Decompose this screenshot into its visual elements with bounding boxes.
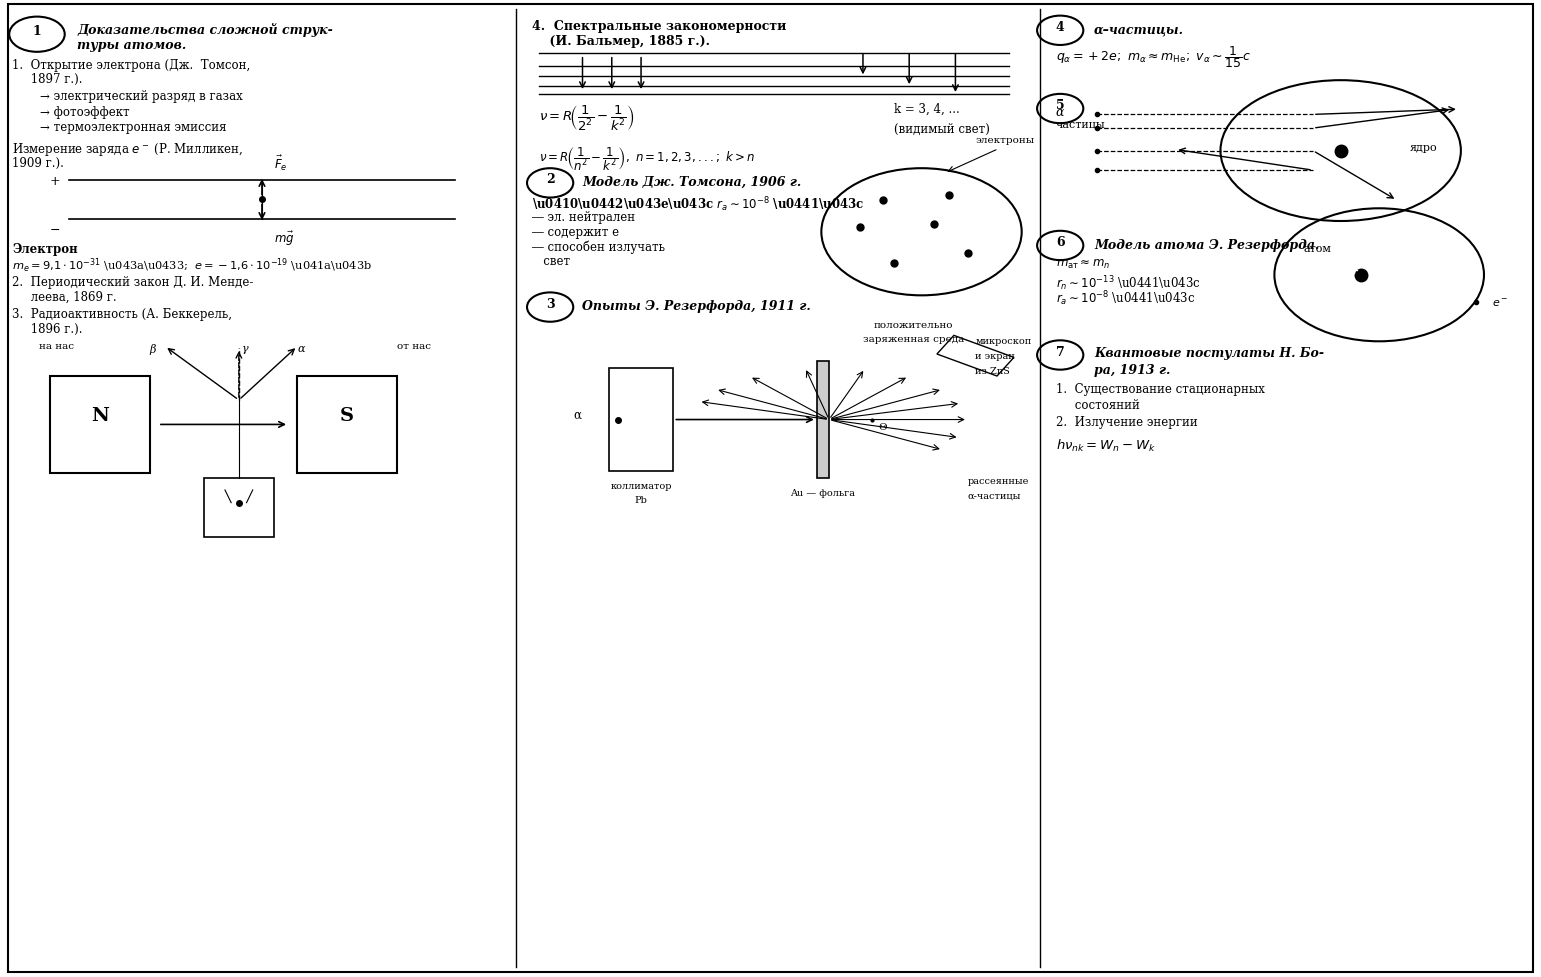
Text: 4: 4 <box>1056 21 1065 34</box>
Text: от нас: от нас <box>398 342 431 351</box>
Text: Au — фольга: Au — фольга <box>791 488 855 497</box>
Text: S: S <box>339 406 354 424</box>
Text: 1.  Открытие электрона (Дж.  Томсон,: 1. Открытие электрона (Дж. Томсон, <box>12 59 251 71</box>
Text: 1897 г.).: 1897 г.). <box>12 73 83 86</box>
Text: $m\vec{g}$: $m\vec{g}$ <box>274 230 294 247</box>
Text: частицы: частицы <box>1056 119 1105 129</box>
Text: из ZnS: из ZnS <box>975 366 1011 375</box>
Text: Измерение заряда $e^-$ (Р. Милликен,: Измерение заряда $e^-$ (Р. Милликен, <box>12 141 243 157</box>
Text: $m_e = 9{,}1\cdot10^{-31}$ \u043a\u0433;  $e = -1{,}6\cdot10^{-19}$ \u041a\u043b: $m_e = 9{,}1\cdot10^{-31}$ \u043a\u0433;… <box>12 257 373 276</box>
Text: β: β <box>149 344 156 355</box>
Text: 1.  Существование стационарных: 1. Существование стационарных <box>1056 383 1265 396</box>
Text: ― содержит e: ― содержит e <box>532 226 619 238</box>
Text: состояний: состояний <box>1056 399 1139 411</box>
Text: ядро: ядро <box>1410 143 1438 152</box>
Text: Pb: Pb <box>635 496 647 505</box>
Text: положительно: положительно <box>874 320 954 329</box>
Bar <box>49 376 149 474</box>
Text: Модель Дж. Томсона, 1906 г.: Модель Дж. Томсона, 1906 г. <box>582 176 801 189</box>
Text: $e^-$: $e^-$ <box>1492 297 1509 309</box>
Text: ра, 1913 г.: ра, 1913 г. <box>1094 363 1171 376</box>
Text: $\nu = R\!\left(\dfrac{1}{2^2} - \dfrac{1}{k^2}\right)$: $\nu = R\!\left(\dfrac{1}{2^2} - \dfrac{… <box>539 103 635 132</box>
Text: 2.  Излучение энергии: 2. Излучение энергии <box>1056 415 1197 428</box>
Text: ― эл. нейтрален: ― эл. нейтрален <box>532 211 635 224</box>
Text: $m_{\text{ат}} \approx m_n$: $m_{\text{ат}} \approx m_n$ <box>1056 258 1110 271</box>
Text: \u0410\u0442\u043e\u043c $r_a \sim 10^{-8}$ \u0441\u043c: \u0410\u0442\u043e\u043c $r_a \sim 10^{-… <box>532 195 865 214</box>
Text: 4.  Спектральные закономерности: 4. Спектральные закономерности <box>532 20 786 32</box>
Text: $r_a \sim 10^{-8}$ \u0441\u043c: $r_a \sim 10^{-8}$ \u0441\u043c <box>1056 289 1194 308</box>
Text: свет: свет <box>532 255 570 268</box>
Bar <box>817 361 829 479</box>
Text: $q_\alpha = +2e;\ m_\alpha \approx m_{\text{He}};\ v_\alpha \sim \dfrac{1}{15}c$: $q_\alpha = +2e;\ m_\alpha \approx m_{\t… <box>1056 44 1251 69</box>
Text: 1: 1 <box>32 24 42 38</box>
Text: туры атомов.: туры атомов. <box>77 39 186 52</box>
Text: $r_n \sim 10^{-13}$ \u0441\u043c: $r_n \sim 10^{-13}$ \u0441\u043c <box>1056 274 1200 292</box>
Text: Θ: Θ <box>878 423 888 432</box>
Text: +: + <box>1350 265 1359 276</box>
Text: −: − <box>49 224 60 236</box>
Text: леева, 1869 г.: леева, 1869 г. <box>12 290 117 303</box>
Text: 1896 г.).: 1896 г.). <box>12 322 83 335</box>
Text: $\vec{F}_e$: $\vec{F}_e$ <box>274 153 288 173</box>
Text: Квантовые постулаты Н. Бо-: Квантовые постулаты Н. Бо- <box>1094 347 1324 360</box>
Text: на нас: на нас <box>39 342 74 351</box>
Text: α: α <box>573 408 582 422</box>
Text: α: α <box>1056 106 1065 118</box>
Bar <box>937 336 1014 377</box>
Text: N: N <box>91 406 109 424</box>
Text: микроскоп: микроскоп <box>975 337 1032 346</box>
Text: 6: 6 <box>1056 235 1065 249</box>
Text: и экран: и экран <box>975 352 1016 361</box>
Text: 5: 5 <box>1056 99 1065 112</box>
Text: 2: 2 <box>546 173 555 187</box>
Text: рассеянные: рассеянные <box>968 477 1029 486</box>
Text: → термоэлектронная эмиссия: → термоэлектронная эмиссия <box>40 121 227 134</box>
Text: заряженная среда: заряженная среда <box>863 335 965 344</box>
Text: коллиматор: коллиматор <box>610 482 672 490</box>
Text: → фотоэффект: → фотоэффект <box>40 106 129 118</box>
Text: $h\nu_{nk} = W_n - W_k$: $h\nu_{nk} = W_n - W_k$ <box>1056 438 1156 453</box>
Text: 7: 7 <box>1056 345 1065 359</box>
Text: γ: γ <box>242 344 248 354</box>
Text: α–частицы.: α–частицы. <box>1094 23 1183 36</box>
Text: +: + <box>49 175 60 188</box>
Text: Модель атома Э. Резерфорда.: Модель атома Э. Резерфорда. <box>1094 238 1319 251</box>
Bar <box>609 369 673 472</box>
Bar <box>296 376 398 474</box>
Text: α-частицы: α-частицы <box>968 491 1022 500</box>
Text: атом: атом <box>1304 243 1331 253</box>
Text: электроны: электроны <box>975 136 1034 145</box>
Text: Электрон: Электрон <box>12 242 79 255</box>
Text: 3: 3 <box>546 297 555 311</box>
Text: ― способен излучать: ― способен излучать <box>532 240 664 254</box>
Bar <box>203 479 273 537</box>
Text: → электрический разряд в газах: → электрический разряд в газах <box>40 90 243 103</box>
Text: α: α <box>297 344 305 354</box>
Text: (И. Бальмер, 1885 г.).: (И. Бальмер, 1885 г.). <box>532 35 710 48</box>
Text: Доказательства сложной струк-: Доказательства сложной струк- <box>77 23 333 37</box>
Text: 1909 г.).: 1909 г.). <box>12 156 65 169</box>
Text: (видимый свет): (видимый свет) <box>894 123 989 136</box>
Text: $\nu = R\!\left(\dfrac{1}{n^2} - \dfrac{1}{k^2}\right),\ n = 1, 2, 3, ...;\ k > : $\nu = R\!\left(\dfrac{1}{n^2} - \dfrac{… <box>539 145 755 173</box>
Text: 3.  Радиоактивность (А. Беккерель,: 3. Радиоактивность (А. Беккерель, <box>12 308 233 320</box>
Text: Опыты Э. Резерфорда, 1911 г.: Опыты Э. Резерфорда, 1911 г. <box>582 300 811 313</box>
Text: k = 3, 4, ...: k = 3, 4, ... <box>894 103 960 115</box>
Text: 2.  Периодический закон Д. И. Менде-: 2. Периодический закон Д. И. Менде- <box>12 276 254 288</box>
